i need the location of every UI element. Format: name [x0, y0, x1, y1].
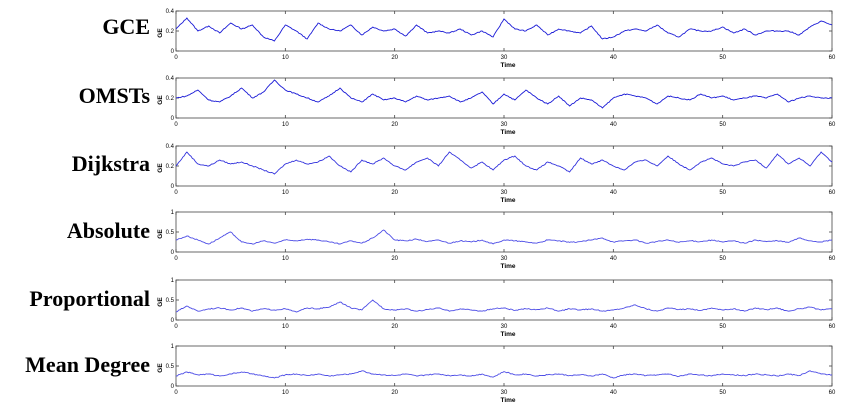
- x-axis-label: Time: [500, 263, 515, 270]
- y-axis-label: GE: [157, 363, 164, 373]
- x-tick-label: 30: [501, 390, 508, 396]
- y-tick-label: 0.2: [166, 29, 175, 35]
- x-tick-label: 20: [391, 122, 398, 128]
- x-tick-label: 40: [610, 256, 617, 262]
- x-tick-label: 10: [282, 55, 289, 61]
- y-tick-label: 0.5: [166, 298, 175, 304]
- y-tick-label: 0.2: [166, 164, 175, 170]
- x-tick-label: 50: [719, 190, 726, 196]
- x-tick-label: 60: [829, 324, 836, 330]
- y-axis-label: GE: [157, 95, 164, 105]
- row-label-proportional: Proportional: [29, 286, 150, 311]
- x-tick-label: 30: [501, 55, 508, 61]
- y-tick-label: 1: [171, 344, 175, 350]
- x-tick-label: 20: [391, 324, 398, 330]
- series-line: [175, 370, 833, 379]
- x-tick-label: 20: [391, 190, 398, 196]
- row-label-mean-degree: Mean Degree: [25, 352, 150, 377]
- x-axis-label: Time: [500, 331, 515, 338]
- plot-frame: [175, 77, 833, 119]
- plot-frame: [175, 211, 833, 253]
- x-tick-label: 0: [174, 190, 178, 196]
- x-tick-label: 40: [610, 390, 617, 396]
- x-axis-label: Time: [500, 62, 515, 69]
- y-axis-label: GE: [157, 28, 164, 38]
- x-tick-label: 60: [829, 122, 836, 128]
- x-tick-label: 20: [391, 55, 398, 61]
- y-tick-label: 0: [171, 384, 175, 390]
- plot-frame: [175, 345, 833, 387]
- x-tick-label: 40: [610, 122, 617, 128]
- x-tick-label: 60: [829, 390, 836, 396]
- y-tick-label: 0.4: [166, 76, 175, 82]
- series-line: [175, 229, 833, 245]
- y-tick-label: 0: [171, 250, 175, 256]
- x-tick-label: 50: [719, 390, 726, 396]
- x-tick-label: 50: [719, 122, 726, 128]
- y-axis-label: GE: [157, 229, 164, 239]
- x-tick-label: 0: [174, 55, 178, 61]
- y-tick-label: 0.2: [166, 96, 175, 102]
- y-tick-label: 0.4: [166, 144, 175, 150]
- x-tick-label: 0: [174, 390, 178, 396]
- row-label-gce: GCE: [102, 14, 150, 39]
- x-tick-label: 0: [174, 324, 178, 330]
- series-line: [175, 151, 833, 175]
- x-tick-label: 10: [282, 190, 289, 196]
- x-tick-label: 40: [610, 55, 617, 61]
- x-tick-label: 60: [829, 190, 836, 196]
- y-tick-label: 0.4: [166, 9, 175, 15]
- x-tick-label: 10: [282, 256, 289, 262]
- x-tick-label: 60: [829, 256, 836, 262]
- series-line: [175, 17, 833, 42]
- x-tick-label: 50: [719, 324, 726, 330]
- y-tick-label: 1: [171, 210, 175, 216]
- x-axis-label: Time: [500, 197, 515, 204]
- row-label-absolute: Absolute: [66, 218, 150, 243]
- x-tick-label: 0: [174, 256, 178, 262]
- x-tick-label: 20: [391, 256, 398, 262]
- y-tick-label: 0: [171, 49, 175, 55]
- x-tick-label: 0: [174, 122, 178, 128]
- x-tick-label: 30: [501, 324, 508, 330]
- x-tick-label: 30: [501, 190, 508, 196]
- y-tick-label: 0: [171, 318, 175, 324]
- y-tick-label: 0.5: [166, 364, 175, 370]
- series-line: [175, 79, 833, 109]
- x-axis-label: Time: [500, 129, 515, 136]
- row-label-dijkstra: Dijkstra: [71, 151, 150, 176]
- x-tick-label: 40: [610, 190, 617, 196]
- x-tick-label: 10: [282, 390, 289, 396]
- x-tick-label: 30: [501, 256, 508, 262]
- x-tick-label: 50: [719, 256, 726, 262]
- row-label-omsts: OMSTs: [78, 83, 150, 108]
- plot-frame: [175, 10, 833, 52]
- x-axis-label: Time: [500, 397, 515, 404]
- y-tick-label: 1: [171, 278, 175, 284]
- y-axis-label: GE: [157, 163, 164, 173]
- x-tick-label: 10: [282, 324, 289, 330]
- y-axis-label: GE: [157, 297, 164, 307]
- x-tick-label: 60: [829, 55, 836, 61]
- x-tick-label: 20: [391, 390, 398, 396]
- plot-frame: [175, 279, 833, 321]
- x-tick-label: 10: [282, 122, 289, 128]
- series-line: [175, 299, 833, 313]
- x-tick-label: 50: [719, 55, 726, 61]
- y-tick-label: 0: [171, 184, 175, 190]
- x-tick-label: 30: [501, 122, 508, 128]
- y-tick-label: 0: [171, 116, 175, 122]
- y-tick-label: 0.5: [166, 230, 175, 236]
- x-tick-label: 40: [610, 324, 617, 330]
